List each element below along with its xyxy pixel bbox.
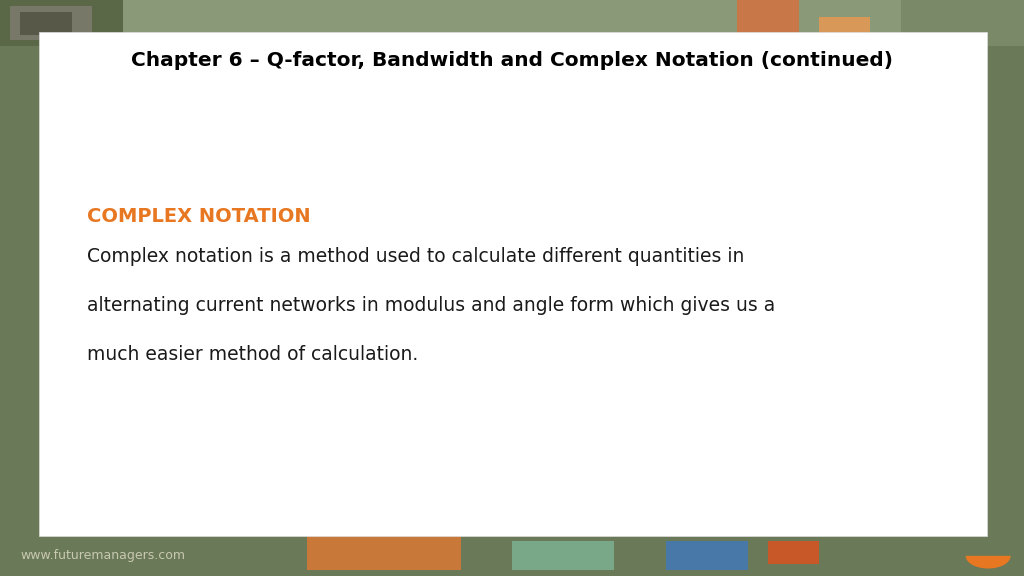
Bar — [737, 0, 799, 40]
Text: COMPLEX NOTATION: COMPLEX NOTATION — [87, 207, 310, 225]
Bar — [512, 541, 614, 570]
Bar — [983, 46, 1024, 536]
Text: much easier method of calculation.: much easier method of calculation. — [87, 345, 418, 363]
Wedge shape — [966, 556, 1011, 569]
Bar — [819, 17, 870, 40]
Bar — [768, 541, 819, 564]
Bar — [0, 530, 1024, 576]
Bar — [666, 541, 748, 570]
Bar — [307, 536, 461, 570]
Text: Chapter 6 – Q-factor, Bandwidth and Complex Notation (continued): Chapter 6 – Q-factor, Bandwidth and Comp… — [131, 51, 893, 70]
Bar — [0, 46, 41, 536]
Text: alternating current networks in modulus and angle form which gives us a: alternating current networks in modulus … — [87, 296, 775, 314]
Bar — [0, 0, 123, 46]
Bar — [20, 12, 72, 35]
Text: Complex notation is a method used to calculate different quantities in: Complex notation is a method used to cal… — [87, 247, 744, 266]
FancyBboxPatch shape — [39, 32, 987, 536]
Bar — [10, 6, 92, 40]
Bar — [123, 0, 225, 46]
Text: www.futuremanagers.com: www.futuremanagers.com — [20, 550, 185, 562]
Bar — [901, 0, 1024, 46]
